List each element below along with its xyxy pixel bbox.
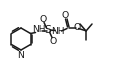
Text: N: N — [18, 50, 24, 59]
Text: NH: NH — [51, 27, 65, 36]
Text: O: O — [50, 37, 57, 46]
Text: O: O — [39, 15, 47, 23]
Text: O: O — [62, 11, 69, 20]
Text: S: S — [45, 25, 51, 35]
Text: NH: NH — [32, 25, 46, 34]
Text: O: O — [73, 23, 81, 32]
